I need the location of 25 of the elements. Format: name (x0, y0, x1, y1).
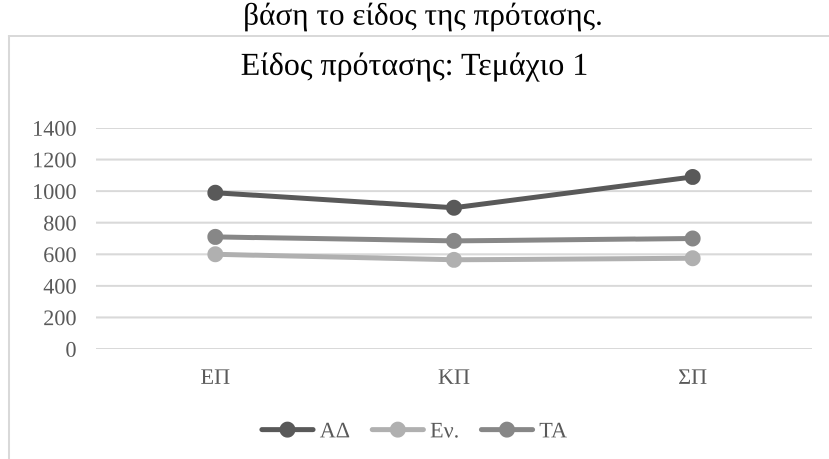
chart-title: Είδος πρότασης: Τεμάχιο 1 (242, 52, 586, 82)
text: βάση το είδος της πρότασης. (245, 2, 601, 32)
point (684, 250, 701, 266)
point (684, 230, 701, 246)
y-tick-label: 200 (44, 310, 76, 326)
y-tick-label: 400 (44, 278, 76, 294)
point (446, 232, 462, 249)
point (207, 184, 224, 201)
y-tick-label: 1400 (34, 120, 76, 136)
legend-label: ΑΔ (320, 422, 350, 438)
y-tick-label: 800 (44, 216, 76, 231)
x-tick-label: ΣΠ (679, 369, 707, 384)
y-tick-label: 1200 (34, 152, 76, 168)
legend-label: Εν. (430, 422, 458, 438)
x-tick-label: ΕΠ (201, 369, 230, 384)
point (446, 200, 462, 216)
point (207, 228, 224, 245)
point (684, 168, 701, 185)
y-tick-label: 1000 (34, 184, 76, 200)
y-tick-label: 0 (66, 342, 76, 357)
point (207, 246, 224, 262)
y-tick-label: 600 (44, 247, 76, 262)
point (446, 252, 462, 268)
legend-label: ΤΑ (540, 422, 567, 438)
x-tick-label: ΚΠ (438, 369, 470, 384)
